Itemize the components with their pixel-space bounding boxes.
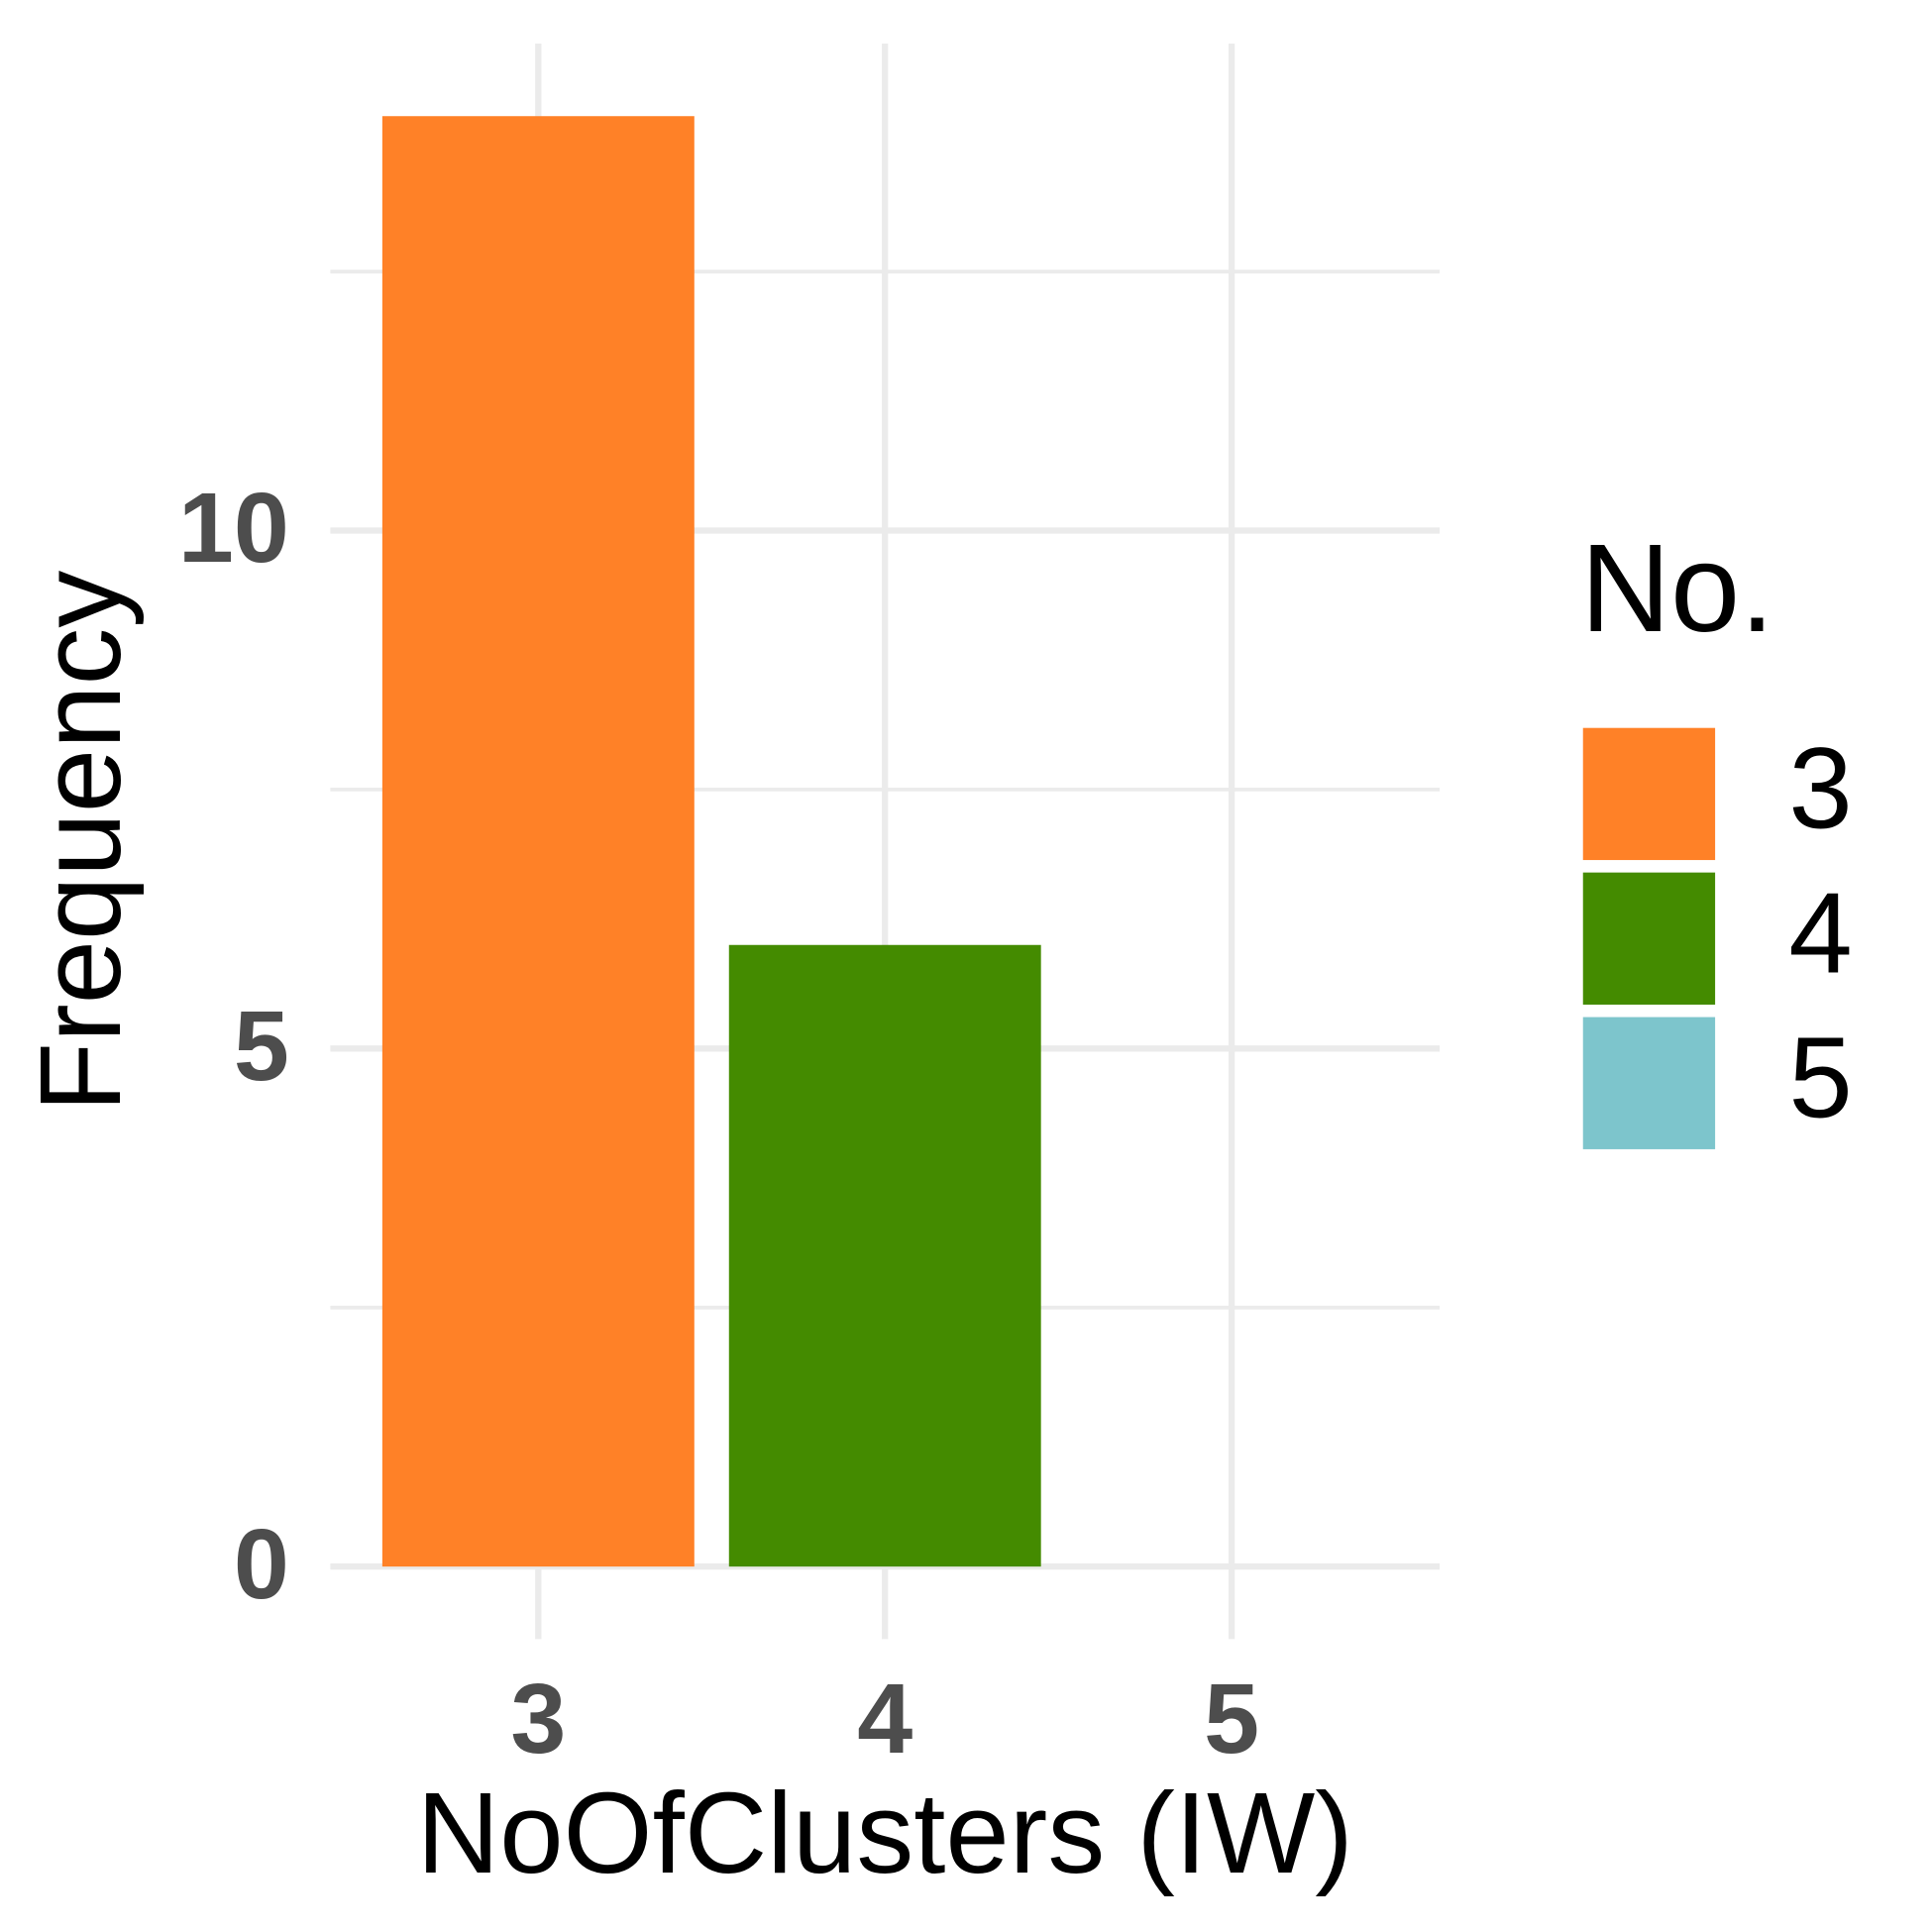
legend-swatch [1582,727,1716,861]
x-axis-title: NoOfClusters (IW) [417,1769,1353,1897]
legend-title: No. [1580,518,1774,658]
y-tick-label: 5 [234,991,289,1102]
legend-label: 4 [1788,869,1852,998]
legend-swatch [1582,872,1716,1005]
y-tick-label: 0 [234,1509,289,1620]
x-tick-label: 5 [1204,1664,1259,1774]
bar [381,116,695,1567]
y-tick-label: 10 [178,473,289,584]
legend-label: 5 [1788,1014,1852,1142]
x-tick-label: 3 [510,1664,566,1774]
y-axis-title: Frequency [16,571,145,1113]
bar [728,944,1041,1567]
legend-swatch [1582,1017,1716,1149]
x-tick-label: 4 [857,1664,912,1774]
legend-label: 3 [1788,724,1852,853]
